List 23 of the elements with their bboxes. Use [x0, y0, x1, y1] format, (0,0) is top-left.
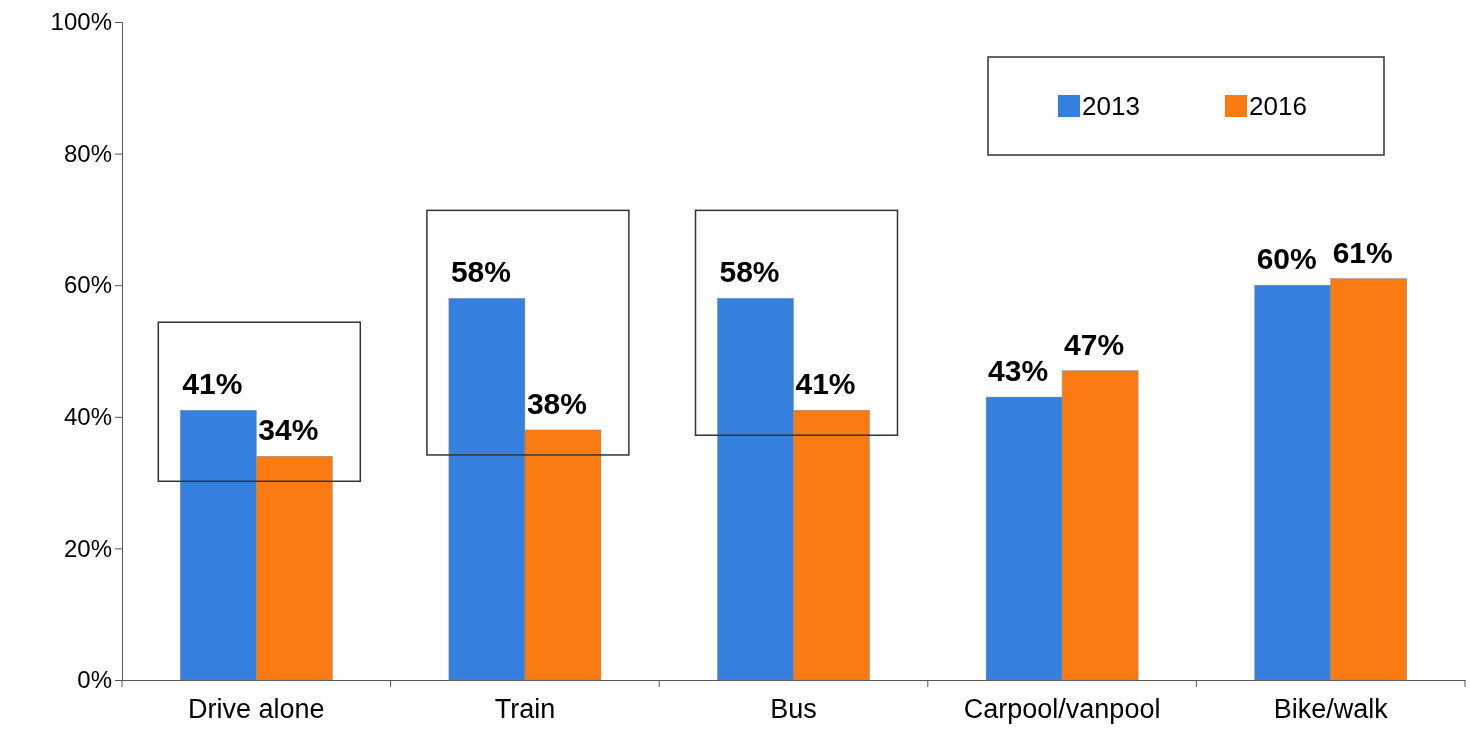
- legend-label: 2013: [1082, 91, 1140, 121]
- y-tick-label: 80%: [63, 139, 112, 167]
- text: 41%: [182, 367, 243, 401]
- y-tick-label: 100%: [50, 8, 112, 36]
- x-tick-label: Train: [494, 694, 556, 725]
- x-tick-label: Bus: [770, 694, 817, 725]
- text: 60%: [1256, 242, 1317, 276]
- text: 58%: [450, 255, 511, 289]
- text: 34%: [258, 413, 319, 447]
- x-tick-label: Drive alone: [188, 694, 325, 725]
- text: 41%: [795, 367, 856, 401]
- y-tick-label: 60%: [63, 271, 112, 299]
- y-tick-label: 0%: [77, 666, 112, 694]
- text: 38%: [526, 386, 587, 420]
- y-tick-label: 40%: [63, 402, 112, 430]
- text: 58%: [719, 255, 780, 289]
- text: 47%: [1064, 327, 1125, 361]
- text: 61%: [1332, 235, 1393, 269]
- legend-label: 2016: [1249, 91, 1307, 121]
- y-tick-label: 20%: [63, 534, 112, 562]
- text: 43%: [988, 354, 1049, 388]
- x-tick-label: Bike/walk: [1273, 694, 1389, 725]
- x-tick-label: Carpool/vanpool: [963, 694, 1161, 725]
